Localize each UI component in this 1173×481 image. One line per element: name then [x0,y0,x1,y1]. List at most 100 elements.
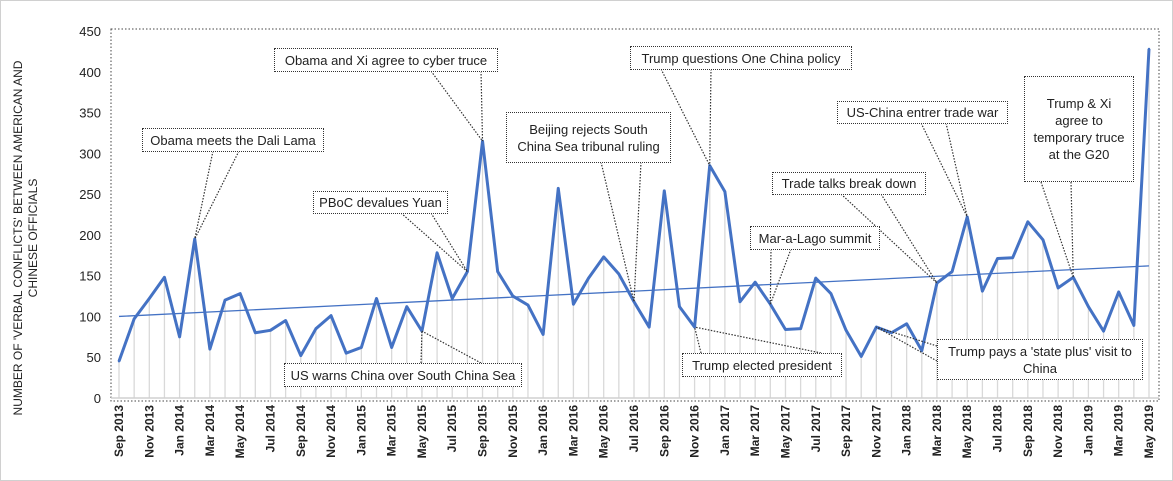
data-point [193,237,196,241]
data-point [269,329,272,332]
x-tick-label: Jan 2016 [536,405,550,456]
annotation-callout-line [194,150,214,240]
data-point [178,335,181,339]
annotation-box: US-China entrer trade war [837,101,1008,124]
data-point [254,331,257,334]
data-point [375,297,378,300]
x-tick-label: Sep 2018 [1021,405,1035,457]
data-point [829,292,833,295]
x-tick-label: Sep 2016 [657,405,671,457]
data-point [557,187,560,190]
x-tick-label: Jul 2016 [627,405,641,453]
y-axis-label: NUMBER OF 'VERBAL CONFLICTS' BETWEEN AME… [11,60,40,416]
x-tick-label: Mar 2019 [1112,405,1126,457]
y-tick-label: 0 [94,391,101,406]
data-point [148,297,151,300]
data-point [617,272,621,276]
annotation-callout-line [945,122,968,218]
data-point [299,354,302,357]
x-tick-label: May 2017 [778,405,792,459]
annotation-box: Mar-a-Lago summit [750,226,880,250]
data-point [284,319,287,322]
annotation-callout-line [880,193,938,284]
data-point [314,327,318,330]
data-point [1041,238,1045,241]
data-point [981,289,984,293]
x-tick-label: Mar 2018 [930,405,944,457]
y-tick-label: 300 [79,146,101,161]
x-tick-label: Mar 2015 [385,405,399,457]
x-tick-label: Jan 2014 [173,405,187,456]
x-tick-label: Nov 2014 [324,405,338,458]
annotation-box: Trade talks break down [772,172,926,195]
y-tick-label: 200 [79,228,101,243]
annotation-box: Trump questions One China policy [630,46,852,70]
x-tick-label: Jul 2017 [809,405,823,453]
x-tick-label: Nov 2013 [142,405,156,458]
annotation-callout-line [694,326,822,354]
x-tick-label: May 2018 [960,405,974,459]
annotation-callout-line [660,68,711,166]
x-tick-label: Nov 2017 [869,405,883,458]
x-tick-label: Jan 2015 [354,405,368,456]
data-point [663,189,666,193]
y-tick-label: 100 [79,309,101,324]
y-tick-label: 50 [87,350,101,365]
data-point [587,276,590,280]
data-point [238,292,242,295]
annotation-callout-line [600,161,635,302]
data-point [451,297,454,300]
data-point [1117,290,1120,294]
annotation-callout-line [709,68,712,166]
y-tick-label: 150 [79,269,101,284]
annotation-box: US warns China over South China Sea [284,363,522,387]
x-tick-label: Mar 2016 [566,405,580,457]
plot-area-border [110,28,1160,402]
data-point [208,347,212,351]
data-point [799,327,802,330]
data-point [526,303,530,307]
data-point [678,305,681,308]
data-point [1132,324,1136,327]
annotation-box: Obama meets the Dali Lama [142,128,324,152]
data-point [723,190,727,193]
data-point [1026,220,1030,224]
annotation-callout-line [769,248,792,305]
data-point [1102,329,1105,333]
x-tick-label: Nov 2016 [688,405,702,458]
x-tick-label: Jan 2018 [900,405,914,456]
annotation-callout-line [420,331,423,364]
annotation-callout-line [1040,181,1074,278]
annotation-box: Trump pays a 'state plus' visit to China [937,339,1143,380]
x-tick-label: Jan 2019 [1081,405,1095,456]
data-point [950,270,954,273]
x-tick-label: Jul 2018 [991,405,1005,453]
annotation-callout-line [480,70,484,142]
data-point [405,305,408,308]
data-point [117,360,121,363]
annotation-callout-line [876,326,938,362]
x-tick-label: May 2019 [1142,405,1156,459]
data-point [511,294,515,298]
data-point [1147,47,1151,51]
data-point [1056,286,1060,290]
x-tick-label: Nov 2015 [506,405,520,458]
y-tick-label: 450 [79,24,101,39]
data-point [860,355,863,358]
data-point [602,255,605,259]
annotation-callout-line [840,193,938,284]
data-point [390,346,393,349]
data-point [132,317,136,321]
data-point [738,300,742,303]
data-point [1087,305,1090,308]
x-tick-label: May 2016 [597,405,611,459]
data-point [647,325,651,329]
annotation-callout-line [430,70,484,142]
x-tick-label: Sep 2015 [476,405,490,457]
data-point [844,329,848,332]
data-point [223,298,227,302]
y-tick-label: 250 [79,187,101,202]
x-tick-label: Sep 2014 [294,405,308,457]
